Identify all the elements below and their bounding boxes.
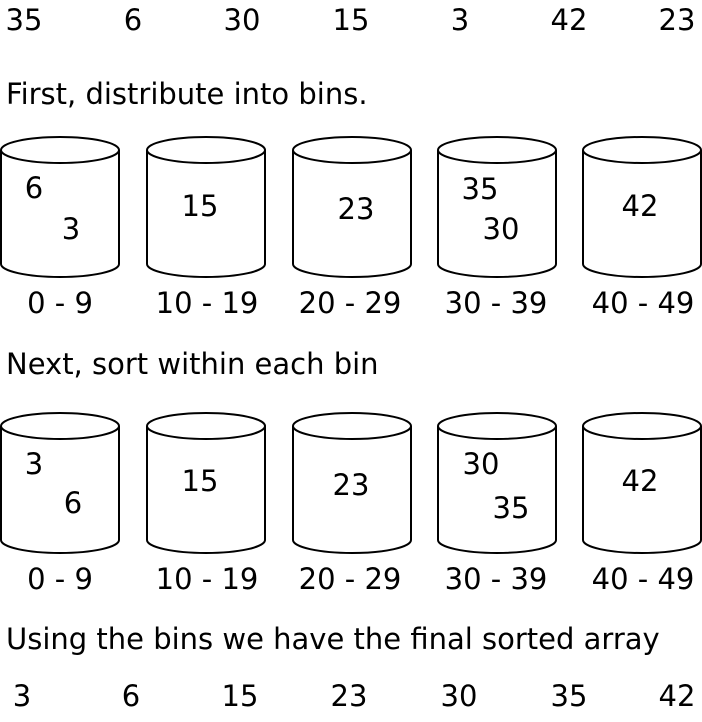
step1-heading: First, distribute into bins. [6,77,368,111]
input-value: 15 [332,3,370,37]
bin: 35 30 [437,136,557,280]
bin-cylinder [146,412,266,554]
bin-item: 3 [61,212,81,246]
step2-heading: Next, sort within each bin [6,347,379,381]
bin-item: 42 [621,464,659,498]
bin-item: 3 [24,447,44,481]
sorted-value: 3 [12,679,32,713]
bin-range-label: 30 - 39 [444,286,548,320]
input-value: 30 [223,3,261,37]
bin-item: 35 [461,172,499,206]
bin-range-label: 40 - 49 [591,286,695,320]
bin-item: 23 [332,468,370,502]
bin-range-label: 20 - 29 [298,286,402,320]
input-value: 23 [658,3,696,37]
bin: 42 [582,136,702,280]
bin-item: 35 [492,491,530,525]
bin: 3 6 [0,412,120,556]
input-value: 35 [5,3,43,37]
bin-item: 6 [63,486,83,520]
bin-item: 15 [181,189,219,223]
bin-item: 30 [462,447,500,481]
bin-item: 42 [621,189,659,223]
bin-range-label: 10 - 19 [155,286,259,320]
bin-item: 15 [181,464,219,498]
input-array: 35 6 30 15 3 42 23 [0,6,702,46]
bin-cylinder [582,412,702,554]
sorted-value: 23 [330,679,368,713]
sorted-value: 15 [221,679,259,713]
bin-range-label: 40 - 49 [591,562,695,596]
bin-cylinder [292,136,412,278]
bin-range-label: 0 - 9 [27,562,93,596]
sorted-value: 42 [658,679,696,713]
input-value: 3 [450,3,470,37]
bin-item: 30 [482,212,520,246]
bin: 42 [582,412,702,556]
bin-cylinder [0,412,120,554]
bin: 30 35 [437,412,557,556]
sorted-value: 30 [440,679,478,713]
bin-cylinder [146,136,266,278]
bin-range-label: 20 - 29 [298,562,402,596]
bin: 23 [292,136,412,280]
sorted-array: 3 6 15 23 30 35 42 [0,682,702,722]
bin-range-label: 10 - 19 [155,562,259,596]
bin: 15 [146,412,266,556]
bin-item: 6 [24,171,44,205]
sorted-value: 6 [121,679,141,713]
bin-cylinder [437,412,557,554]
bin-cylinder [292,412,412,554]
bin: 6 3 [0,136,120,280]
bin-cylinder [0,136,120,278]
step3-heading: Using the bins we have the final sorted … [6,622,660,656]
bin-cylinder [437,136,557,278]
bin-range-label: 0 - 9 [27,286,93,320]
bin-cylinder [582,136,702,278]
bin-range-label: 30 - 39 [444,562,548,596]
input-value: 42 [550,3,588,37]
bin: 15 [146,136,266,280]
input-value: 6 [123,3,143,37]
bin: 23 [292,412,412,556]
sorted-value: 35 [550,679,588,713]
bin-item: 23 [337,192,375,226]
